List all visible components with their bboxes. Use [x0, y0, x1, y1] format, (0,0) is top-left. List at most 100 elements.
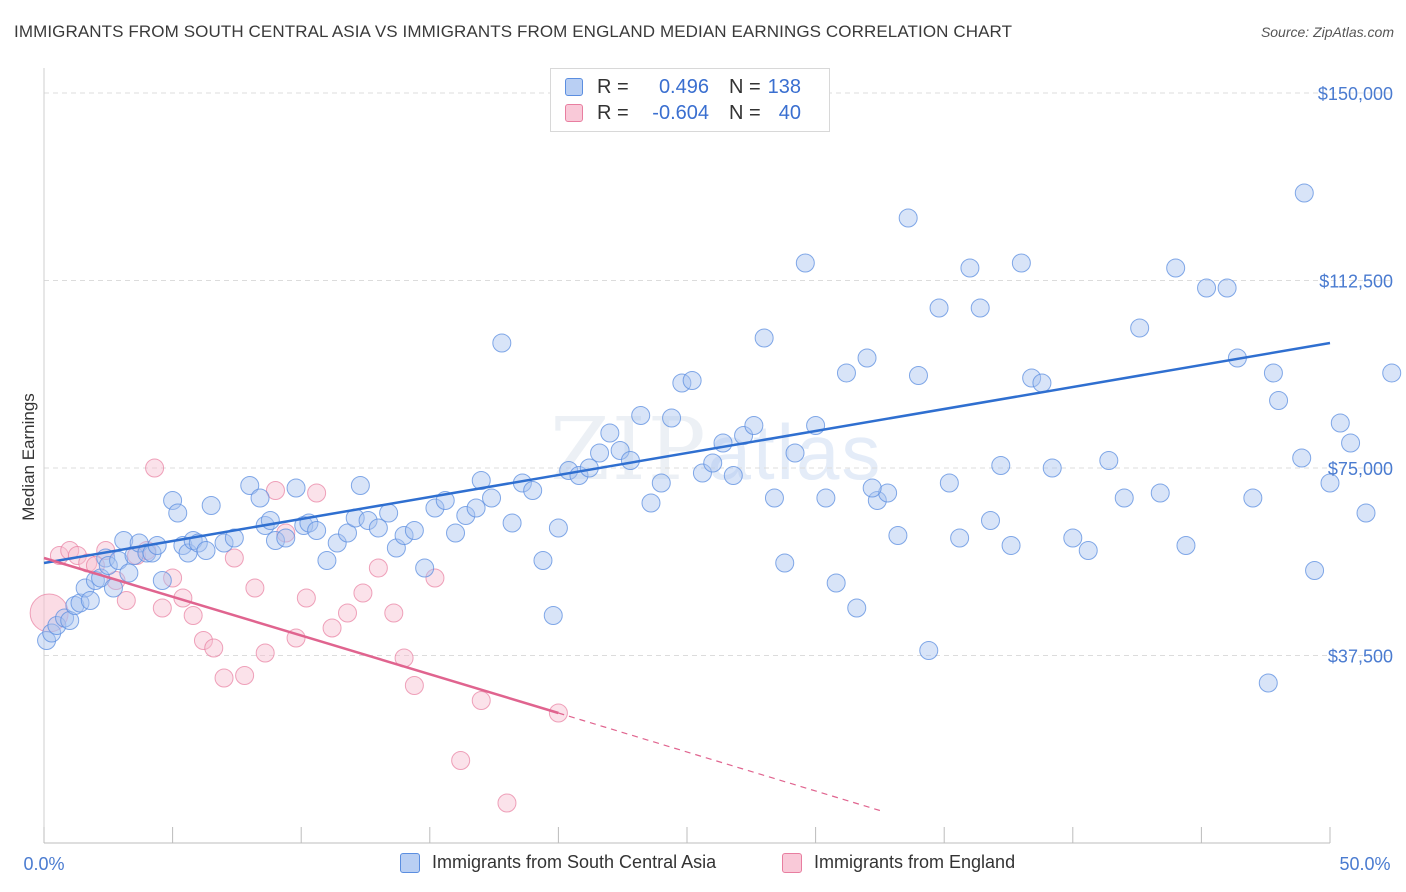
england-point: [255, 643, 275, 663]
south-central-asia-point: [327, 533, 347, 553]
south-central-asia-point: [307, 521, 327, 540]
south-central-asia-point: [471, 471, 491, 490]
south-central-asia-point: [446, 523, 466, 543]
south-central-asia-point: [425, 498, 445, 518]
england-point: [307, 483, 327, 503]
south-central-asia-point: [492, 333, 512, 353]
south-central-asia-point: [1011, 253, 1031, 273]
south-central-asia-point: [65, 596, 85, 615]
south-central-asia-point: [1330, 413, 1350, 433]
south-central-asia-point: [651, 473, 671, 493]
legend-r-value: -0.604: [652, 101, 709, 124]
south-central-asia-point: [610, 441, 630, 460]
x-tick-max: 50.0%: [1339, 854, 1390, 874]
south-central-asia-point: [1114, 488, 1134, 508]
south-central-asia-point: [394, 526, 414, 545]
south-central-asia-point: [980, 511, 1000, 530]
england-point: [384, 603, 404, 623]
south-central-asia-point: [1258, 673, 1278, 693]
south-central-asia-point: [862, 478, 882, 498]
england-point: [425, 568, 445, 588]
bottom-legend-swatch-blue: [400, 852, 420, 873]
south-central-asia-point: [641, 493, 661, 513]
south-central-asia-point: [196, 541, 216, 560]
south-central-asia-point: [80, 591, 100, 610]
bottom-legend-item-south-central-asia: Immigrants from South Central Asia: [400, 852, 716, 873]
south-central-asia-point: [919, 641, 939, 660]
south-central-asia-point: [867, 491, 887, 510]
south-central-asia-point: [276, 528, 296, 548]
south-central-asia-point: [590, 443, 610, 463]
south-central-asia-point: [1063, 528, 1083, 548]
south-central-asia-point: [1263, 363, 1283, 383]
south-central-asia-point: [1099, 451, 1119, 470]
england-point: [145, 458, 165, 478]
south-central-asia-point: [260, 511, 280, 530]
england-point: [322, 618, 342, 638]
south-central-asia-point: [929, 298, 949, 318]
south-central-asia-point: [692, 463, 712, 483]
watermark: ZIPatlas: [550, 400, 882, 500]
south-central-asia-point: [1032, 373, 1052, 393]
south-central-asia-point: [137, 543, 157, 563]
south-central-asia-point: [152, 571, 172, 590]
south-central-asia-point: [1022, 368, 1042, 388]
south-central-asia-point: [908, 366, 928, 385]
england-point: [204, 638, 224, 658]
south-central-asia-point: [548, 518, 568, 538]
south-central-asia-point: [294, 516, 314, 535]
south-central-asia-point: [523, 481, 543, 500]
south-central-asia-point: [168, 503, 188, 523]
south-central-asia-point: [317, 551, 337, 570]
y-axis-label: Median Earnings: [19, 393, 38, 521]
axes: [43, 68, 1331, 844]
south-central-asia-point: [379, 503, 399, 523]
south-central-asia-point: [1305, 561, 1325, 580]
south-central-asia-point: [1217, 278, 1237, 298]
england-point: [497, 793, 517, 813]
england-trend-line-extension: [558, 712, 881, 812]
x-tick-min: 0.0%: [23, 854, 64, 874]
watermark-atlas: atlas: [707, 408, 883, 496]
south-central-asia-point: [662, 408, 682, 428]
legend-n-value: 40: [778, 101, 801, 124]
england-point: [116, 591, 136, 610]
england-point: [224, 548, 244, 568]
england-point: [183, 606, 203, 625]
south-central-asia-point: [214, 533, 234, 553]
legend-swatch-blue: [565, 78, 583, 96]
south-central-asia-point: [543, 606, 563, 625]
south-central-asia-point: [703, 453, 723, 473]
south-central-asia-point: [250, 488, 270, 508]
legend-n-label: N =: [729, 75, 761, 98]
south-central-asia-point: [888, 526, 908, 545]
bottom-legend-label: Immigrants from South Central Asia: [432, 852, 717, 872]
bottom-legend-swatch-pink: [782, 852, 802, 873]
south-central-asia-point: [1001, 536, 1021, 555]
watermark-zip: ZIP: [550, 400, 708, 500]
grid-lines: [44, 92, 1394, 656]
south-central-asia-point: [119, 563, 139, 583]
south-central-asia-point: [163, 491, 183, 510]
south-central-asia-point: [1078, 541, 1098, 560]
legend-n-label: N =: [729, 101, 761, 124]
england-point: [471, 691, 491, 710]
south-central-asia-point: [350, 476, 370, 495]
south-central-asia-point: [960, 258, 980, 278]
south-central-asia-point: [600, 423, 620, 443]
england-point: [404, 676, 424, 695]
south-central-asia-point: [898, 208, 918, 228]
england-point: [193, 631, 213, 650]
south-central-asia-point: [1042, 458, 1062, 478]
england-point: [451, 751, 471, 770]
south-central-asia-point: [785, 443, 805, 463]
legend-r-value: 0.496: [658, 75, 709, 98]
y-tick-label: $37,500: [1328, 647, 1393, 667]
south-central-asia-point: [55, 608, 75, 628]
y-tick-label: $75,000: [1328, 459, 1393, 479]
england-point: [368, 558, 388, 578]
south-central-asia-points: [37, 183, 1402, 693]
south-central-asia-point: [950, 528, 970, 548]
legend-r-label: R =: [597, 101, 629, 124]
